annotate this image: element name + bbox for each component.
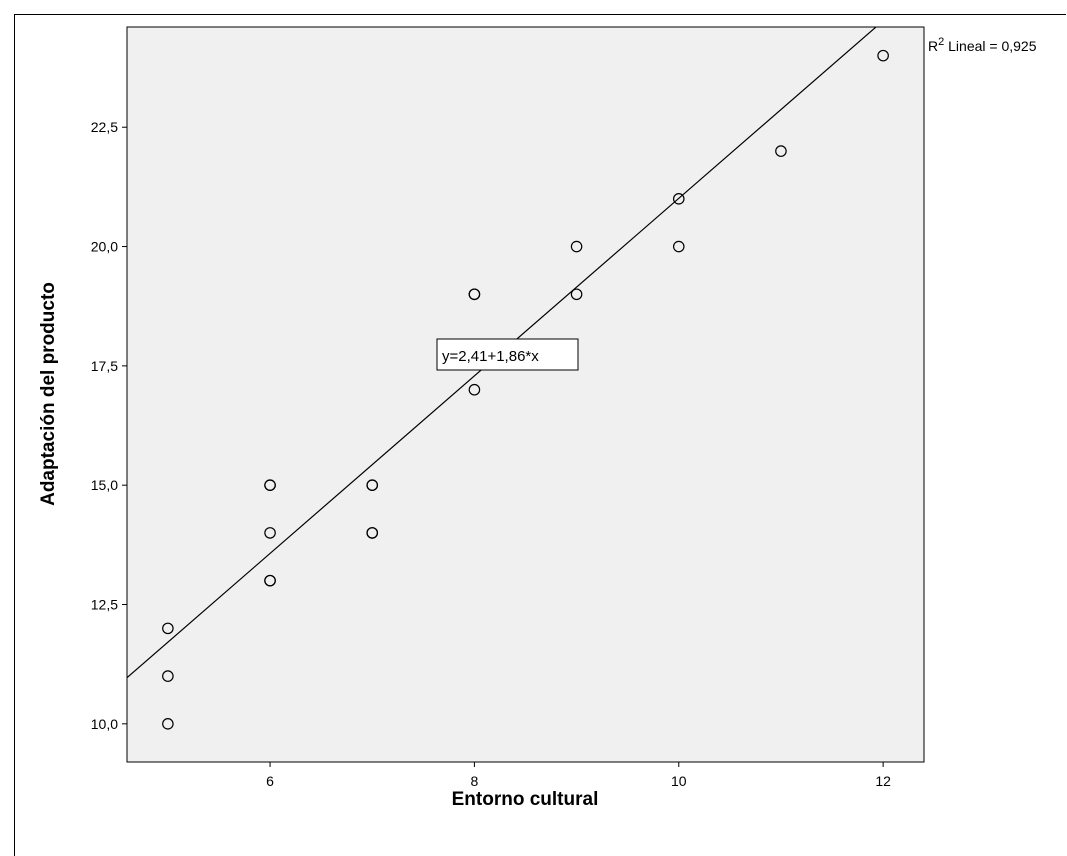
- data-point: [162, 718, 174, 730]
- y-tick-label: 15,0: [91, 477, 118, 493]
- data-point: [468, 288, 481, 301]
- x-axis-title: Entorno cultural: [452, 789, 599, 810]
- data-point: [468, 383, 481, 396]
- x-tick-label: 10: [671, 773, 687, 789]
- data-point: [162, 622, 174, 635]
- equation-label: y=2,41+1,86*x: [436, 338, 579, 371]
- y-tick-label: 10,0: [91, 716, 118, 732]
- data-point: [672, 240, 685, 253]
- equation-text: y=2,41+1,86*x: [442, 348, 539, 365]
- r2-label: R2 Lineal = 0,925: [928, 36, 1037, 54]
- data-point: [672, 193, 685, 205]
- y-axis-title: Adaptación del producto: [38, 282, 59, 506]
- x-tick-label: 8: [471, 773, 479, 789]
- y-tick-label: 12,5: [91, 597, 118, 613]
- chart-frame: [14, 14, 1066, 856]
- data-point: [570, 288, 583, 301]
- data-point: [775, 145, 787, 157]
- data-point: [264, 479, 276, 491]
- data-point: [366, 527, 379, 539]
- data-point: [264, 527, 276, 539]
- fit-line: [127, 27, 877, 679]
- data-point: [366, 479, 379, 491]
- x-tick-label: 12: [875, 773, 891, 789]
- data-point: [877, 49, 889, 62]
- data-point: [162, 670, 174, 682]
- y-tick-label: 22,5: [91, 119, 118, 135]
- data-point: [570, 240, 583, 253]
- x-tick-label: 6: [266, 773, 274, 789]
- plot-area: [126, 26, 925, 763]
- data-point: [264, 574, 276, 587]
- y-tick-label: 20,0: [91, 239, 118, 255]
- y-tick-label: 17,5: [91, 358, 118, 374]
